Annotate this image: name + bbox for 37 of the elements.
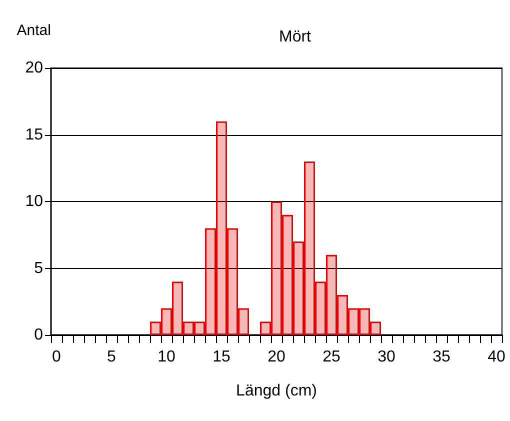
y-tick-label: 0 xyxy=(34,326,44,344)
bar xyxy=(271,202,282,335)
y-tick-label: 5 xyxy=(34,260,44,277)
x-tick-label: 5 xyxy=(107,348,116,366)
bar xyxy=(282,214,293,335)
y-axis-title: Antal xyxy=(16,22,51,39)
bar xyxy=(172,282,183,335)
x-tick-label: 10 xyxy=(158,348,176,366)
bar xyxy=(326,254,337,335)
bar xyxy=(205,228,216,335)
bar xyxy=(359,308,370,335)
x-tick-label: 35 xyxy=(432,348,450,366)
x-tick-label: 30 xyxy=(378,348,396,366)
bar xyxy=(370,322,381,335)
bar xyxy=(227,228,238,335)
x-tick-label: 20 xyxy=(268,348,286,366)
bar xyxy=(150,322,161,335)
bar xyxy=(315,282,326,335)
bar xyxy=(260,322,271,335)
x-axis-title: Längd (cm) xyxy=(236,382,317,400)
bar xyxy=(161,308,172,335)
x-tick-label: 25 xyxy=(322,348,340,366)
y-tick-label: 20 xyxy=(25,60,44,76)
x-tick-label: 15 xyxy=(212,348,230,366)
bar xyxy=(238,308,249,335)
chart-title: Mört xyxy=(279,28,312,46)
y-tick-label: 15 xyxy=(25,126,44,144)
x-tick-label: 0 xyxy=(52,348,62,366)
bar xyxy=(348,308,359,335)
bar xyxy=(337,294,348,335)
y-tick-label: 10 xyxy=(25,193,44,210)
bar xyxy=(293,242,304,335)
bar xyxy=(304,161,315,335)
bar xyxy=(216,121,227,335)
bar xyxy=(194,322,205,335)
bar xyxy=(183,322,194,335)
x-tick-label: 40 xyxy=(488,348,506,366)
